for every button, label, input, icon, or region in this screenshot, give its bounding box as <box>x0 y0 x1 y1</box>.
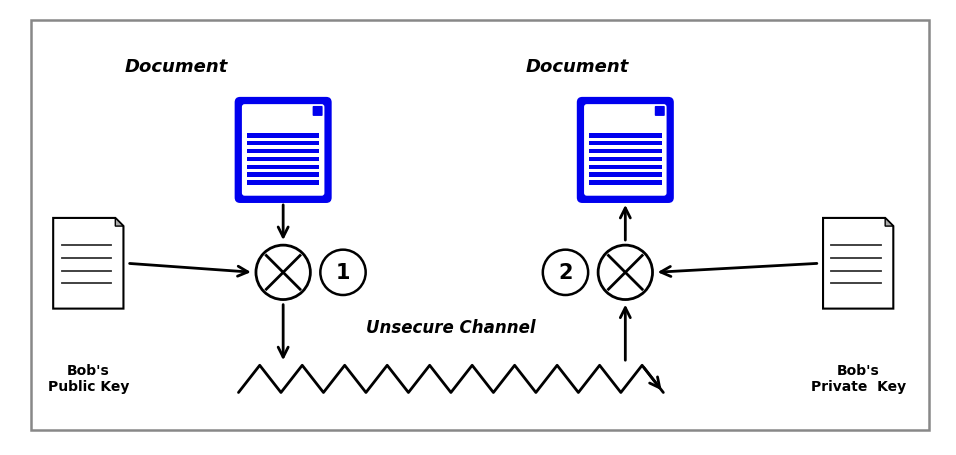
Bar <box>589 173 662 177</box>
FancyBboxPatch shape <box>584 105 666 196</box>
Circle shape <box>256 246 311 300</box>
Polygon shape <box>116 218 123 227</box>
Bar <box>589 142 662 146</box>
Bar <box>247 157 319 162</box>
Bar <box>589 181 662 186</box>
FancyBboxPatch shape <box>242 105 324 196</box>
Bar <box>247 173 319 177</box>
Bar <box>247 181 319 186</box>
Polygon shape <box>823 218 893 309</box>
FancyBboxPatch shape <box>576 98 674 203</box>
Circle shape <box>598 246 653 300</box>
Text: Document: Document <box>124 57 228 76</box>
Text: Bob's
Public Key: Bob's Public Key <box>48 363 129 393</box>
Bar <box>589 150 662 154</box>
Text: Document: Document <box>526 57 629 76</box>
Bar <box>247 134 319 138</box>
FancyBboxPatch shape <box>313 107 322 116</box>
Bar <box>247 165 319 170</box>
Bar <box>589 157 662 162</box>
Circle shape <box>320 250 365 295</box>
Bar <box>247 142 319 146</box>
FancyBboxPatch shape <box>32 21 929 430</box>
Text: Unsecure Channel: Unsecure Channel <box>366 318 535 336</box>
Text: 1: 1 <box>336 263 350 283</box>
Text: Bob's
Private  Key: Bob's Private Key <box>811 363 905 393</box>
FancyBboxPatch shape <box>655 107 664 116</box>
Bar <box>247 150 319 154</box>
Circle shape <box>543 250 588 295</box>
Polygon shape <box>885 218 893 227</box>
Polygon shape <box>54 218 123 309</box>
FancyBboxPatch shape <box>234 98 332 203</box>
Bar <box>589 165 662 170</box>
Bar <box>589 134 662 138</box>
Text: 2: 2 <box>558 263 573 283</box>
